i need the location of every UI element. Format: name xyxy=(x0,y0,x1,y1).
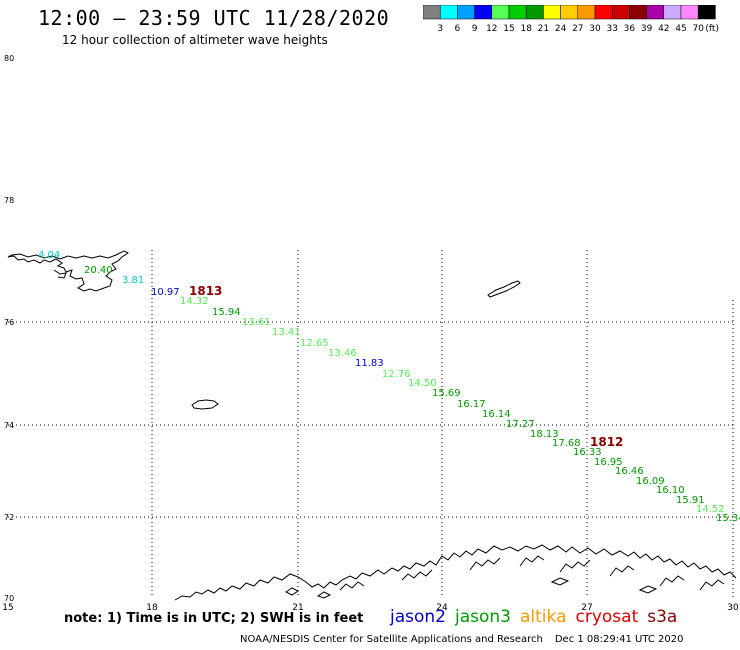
norway-island-3 xyxy=(550,577,570,586)
latitude-tick-label: 74 xyxy=(4,421,14,430)
scale-tick-label: 12 xyxy=(486,24,497,34)
norway-fjord-6 xyxy=(609,565,635,577)
map-title: 12:00 – 23:59 UTC 11/28/2020 xyxy=(38,6,390,30)
wave-height-label: 15.91 xyxy=(676,495,705,506)
norway-fjord-8 xyxy=(699,579,725,591)
longitude-tick-label: 21 xyxy=(292,603,303,613)
hopen-island-coastline xyxy=(487,280,521,298)
latitude-tick-label: 70 xyxy=(4,594,14,603)
wave-height-label: 15.94 xyxy=(212,307,241,318)
wave-height-label: 14.52 xyxy=(696,504,725,515)
latitude-tick-label: 72 xyxy=(4,513,14,522)
track-time-label: 1813 xyxy=(189,284,222,298)
scale-tick-label: 27 xyxy=(572,24,583,34)
wave-height-label: 16.33 xyxy=(573,447,602,458)
norway-fjord-1 xyxy=(339,581,365,591)
longitude-tick-label: 24 xyxy=(436,603,448,613)
wave-height-label: 16.17 xyxy=(457,399,486,410)
norway-fjord-2 xyxy=(401,569,433,581)
scale-tick-label: 24 xyxy=(555,24,567,34)
latitude-tick-label: 80 xyxy=(4,54,14,63)
scale-tick-label: 42 xyxy=(658,24,669,34)
footer: NOAA/NESDIS Center for Satellite Applica… xyxy=(240,634,683,645)
scale-unit-label: (ft) xyxy=(705,24,719,34)
track-time-label: 1812 xyxy=(590,435,623,449)
wave-height-label: 16.09 xyxy=(636,476,665,487)
wave-height-label: 10.97 xyxy=(151,287,180,298)
bear-island-coastline xyxy=(191,399,219,410)
satellite-legend: jason2 jason3 altika cryosat s3a xyxy=(390,607,686,627)
scale-tick-label: 3 xyxy=(437,24,443,34)
latitude-tick-label: 78 xyxy=(4,196,14,205)
scale-tick-label: 18 xyxy=(520,24,532,34)
wave-height-label: 4.04 xyxy=(38,250,60,261)
wave-height-label: 13.61 xyxy=(242,317,271,328)
scale-tick-label: 15 xyxy=(503,24,514,34)
longitude-tick-label: 18 xyxy=(146,603,158,613)
norway-coastline xyxy=(174,544,737,601)
wave-height-label: 16.46 xyxy=(615,466,644,477)
scale-tick-label: 30 xyxy=(589,24,601,34)
footer-credit: NOAA/NESDIS Center for Satellite Applica… xyxy=(240,634,543,645)
latitude-tick-label: 76 xyxy=(4,318,14,327)
wave-height-track: 4.0420.403.8110.9714.3215.9413.6113.4112… xyxy=(38,250,740,524)
wave-height-color-scale: 3 6 9 12 15 18 21 24 27 30 33 36 39 42 45 70 (ft) xyxy=(423,5,719,34)
norway-island-4 xyxy=(638,585,658,594)
satellite-legend-jason2: jason2 xyxy=(390,607,446,627)
scale-tick-label: 39 xyxy=(641,24,653,34)
scale-tick-label: 21 xyxy=(538,24,549,34)
satellite-legend-jason3: jason3 xyxy=(455,607,511,627)
satellite-legend-s3a: s3a xyxy=(647,607,678,627)
wave-height-label: 14.50 xyxy=(408,378,437,389)
wave-height-label: 20.40 xyxy=(84,265,113,276)
norway-fjord-7 xyxy=(659,575,685,587)
wave-height-label: 13.41 xyxy=(272,327,301,338)
scale-tick-label: 9 xyxy=(472,24,478,34)
wave-height-label: 18.13 xyxy=(530,429,559,440)
wave-height-label: 12.76 xyxy=(382,369,411,380)
wave-height-label: 17.27 xyxy=(506,419,535,430)
graticule xyxy=(8,250,734,598)
scale-tick-label: 36 xyxy=(624,24,636,34)
satellite-legend-altika: altika xyxy=(520,607,567,627)
scale-tick-label: 33 xyxy=(606,24,617,34)
map-subtitle: 12 hour collection of altimeter wave hei… xyxy=(62,33,328,47)
wave-height-label: 16.10 xyxy=(656,485,685,496)
norway-island-2 xyxy=(316,591,332,599)
norway-fjord-5 xyxy=(559,559,591,573)
wave-height-label: 3.81 xyxy=(122,275,144,286)
note-text: note: 1) Time is in UTC; 2) SWH is in fe… xyxy=(64,611,364,626)
norway-island-1 xyxy=(285,587,299,596)
longitude-tick-label: 27 xyxy=(581,603,592,613)
wave-height-label: 16.95 xyxy=(594,457,623,468)
wave-height-label: 17.68 xyxy=(552,438,581,449)
wave-height-label: 12.65 xyxy=(300,338,329,349)
coastline-layer xyxy=(7,250,737,601)
scale-swatch xyxy=(697,5,716,20)
wave-height-label: 11.83 xyxy=(355,358,384,369)
wave-height-label: 16.14 xyxy=(482,409,511,420)
footer-timestamp: Dec 1 08:29:41 UTC 2020 xyxy=(554,634,684,645)
norway-fjord-4 xyxy=(519,555,545,567)
wave-height-label: 15.34 xyxy=(716,513,740,524)
wave-height-label: 14.32 xyxy=(180,296,209,307)
scale-tick-label: 70 xyxy=(692,24,704,34)
scale-tick-label: 45 xyxy=(675,24,686,34)
wave-height-label: 13.46 xyxy=(328,348,357,359)
longitude-tick-label: 30 xyxy=(727,603,739,613)
svalbard-fjord xyxy=(53,269,67,279)
satellite-legend-cryosat: cryosat xyxy=(575,607,639,627)
norway-fjord-3 xyxy=(469,557,501,571)
scale-tick-label: 6 xyxy=(455,24,461,34)
longitude-tick-label: 15 xyxy=(2,603,13,613)
wave-height-label: 15.69 xyxy=(432,388,461,399)
svalbard-coastline xyxy=(7,250,129,292)
